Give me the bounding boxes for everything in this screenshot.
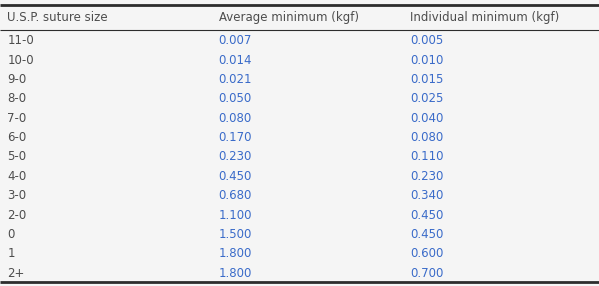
- Text: 5-0: 5-0: [7, 150, 26, 164]
- Text: 0.230: 0.230: [219, 150, 252, 164]
- Text: 0.450: 0.450: [410, 228, 444, 241]
- Text: 0.600: 0.600: [410, 247, 444, 260]
- Text: 2-0: 2-0: [7, 208, 26, 222]
- Text: 0.700: 0.700: [410, 267, 444, 280]
- Text: 0: 0: [7, 228, 14, 241]
- Text: 0.080: 0.080: [219, 112, 252, 125]
- Text: 0.050: 0.050: [219, 92, 252, 105]
- Text: 1.800: 1.800: [219, 247, 252, 260]
- Text: 0.450: 0.450: [410, 208, 444, 222]
- Text: Average minimum (kgf): Average minimum (kgf): [219, 11, 359, 24]
- Text: 8-0: 8-0: [7, 92, 26, 105]
- Text: 0.170: 0.170: [219, 131, 252, 144]
- Text: 1: 1: [7, 247, 15, 260]
- Text: 3-0: 3-0: [7, 189, 26, 202]
- Text: 0.010: 0.010: [410, 53, 444, 67]
- Text: 0.680: 0.680: [219, 189, 252, 202]
- Text: 0.021: 0.021: [219, 73, 252, 86]
- Text: 1.100: 1.100: [219, 208, 252, 222]
- Text: 2+: 2+: [7, 267, 25, 280]
- Text: 1.800: 1.800: [219, 267, 252, 280]
- Text: 1.500: 1.500: [219, 228, 252, 241]
- Text: 0.025: 0.025: [410, 92, 444, 105]
- Text: 0.080: 0.080: [410, 131, 444, 144]
- Text: 0.340: 0.340: [410, 189, 444, 202]
- Text: 4-0: 4-0: [7, 170, 26, 183]
- Text: 0.005: 0.005: [410, 34, 444, 47]
- Text: 9-0: 9-0: [7, 73, 26, 86]
- Text: 11-0: 11-0: [7, 34, 34, 47]
- Text: 0.040: 0.040: [410, 112, 444, 125]
- Text: 7-0: 7-0: [7, 112, 26, 125]
- Text: 0.450: 0.450: [219, 170, 252, 183]
- Text: 0.015: 0.015: [410, 73, 444, 86]
- Text: Individual minimum (kgf): Individual minimum (kgf): [410, 11, 559, 24]
- Text: 10-0: 10-0: [7, 53, 34, 67]
- Text: U.S.P. suture size: U.S.P. suture size: [7, 11, 108, 24]
- Text: 0.014: 0.014: [219, 53, 252, 67]
- Text: 6-0: 6-0: [7, 131, 26, 144]
- Text: 0.230: 0.230: [410, 170, 444, 183]
- Text: 0.110: 0.110: [410, 150, 444, 164]
- Text: 0.007: 0.007: [219, 34, 252, 47]
